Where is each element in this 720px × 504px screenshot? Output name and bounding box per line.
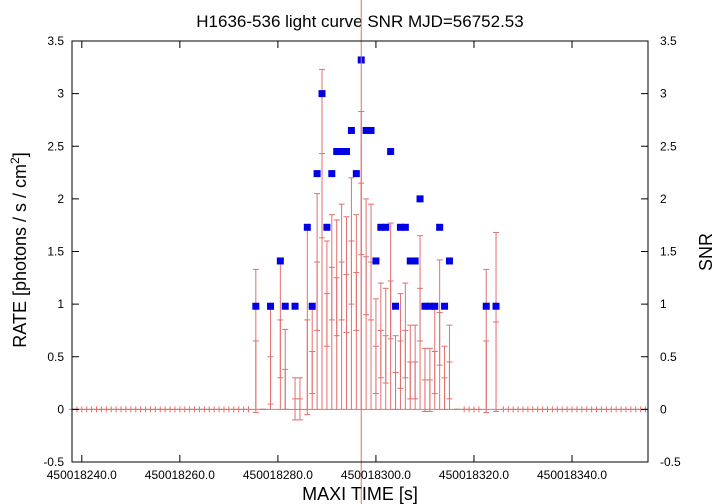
- snr-point: [347, 126, 355, 134]
- snr-point: [436, 223, 444, 231]
- x-tick-label: 450018300.0: [341, 468, 411, 482]
- snr-point: [421, 302, 429, 310]
- y-axis-label-superscript: 2: [8, 157, 22, 164]
- snr-point: [328, 170, 336, 178]
- snr-point: [441, 302, 449, 310]
- snr-point: [281, 302, 289, 310]
- snr-point: [445, 257, 453, 265]
- y-tick-label: 3: [57, 87, 64, 101]
- axis-ticks: 450018240.0 450018260.0 450018280.0 4500183…: [43, 34, 681, 482]
- x-tick-label: 450018320.0: [439, 468, 509, 482]
- y2-tick-label: 1: [660, 297, 667, 311]
- snr-point: [323, 223, 331, 231]
- y-tick-label: 1.5: [47, 245, 64, 259]
- chart-title: H1636-536 light curve SNR MJD=56752.53: [196, 12, 523, 31]
- x-tick-label: 450018240.0: [47, 468, 117, 482]
- y-axis-label: RATE [photons / s / cm2]: [8, 152, 30, 347]
- snr-point: [372, 257, 380, 265]
- snr-point: [482, 302, 490, 310]
- y2-tick-label: 3: [660, 87, 667, 101]
- snr-point: [338, 148, 346, 156]
- x-tick-label: 450018340.0: [537, 468, 607, 482]
- snr-point: [267, 302, 275, 310]
- snr-point: [377, 223, 385, 231]
- y-tick-label: 2.5: [47, 139, 64, 153]
- y-tick-label: 3.5: [47, 34, 64, 48]
- snr-point: [343, 148, 351, 156]
- y-tick-label: 1: [57, 297, 64, 311]
- snr-point: [352, 170, 360, 178]
- snr-point: [367, 126, 375, 134]
- x-axis-label: MAXI TIME [s]: [302, 484, 418, 504]
- y-tick-label: 2: [57, 192, 64, 206]
- snr-point: [416, 195, 424, 203]
- y2-tick-label: 2: [660, 192, 667, 206]
- snr-point: [411, 257, 419, 265]
- y2-tick-label: 0.5: [660, 350, 677, 364]
- snr-point: [313, 170, 321, 178]
- y-axis-label-end: ]: [10, 152, 30, 157]
- x-tick-label: 450018260.0: [145, 468, 215, 482]
- x-tick-label: 450018280.0: [243, 468, 313, 482]
- snr-point: [406, 257, 414, 265]
- snr-point: [291, 302, 299, 310]
- series-layer: [69, 56, 649, 421]
- snr-point: [303, 223, 311, 231]
- y2-axis-label: SNR: [696, 233, 716, 271]
- snr-point: [396, 223, 404, 231]
- y-tick-label: 0: [57, 402, 64, 416]
- y2-tick-label: 1.5: [660, 245, 677, 259]
- snr-point: [318, 90, 326, 98]
- y-tick-label: 0.5: [47, 350, 64, 364]
- snr-point: [308, 302, 316, 310]
- y-tick-label: -0.5: [43, 455, 64, 469]
- snr-point: [426, 302, 434, 310]
- y-axis-label-main: RATE [photons / s / cm: [10, 164, 30, 348]
- snr-point: [387, 148, 395, 156]
- snr-point: [401, 223, 409, 231]
- snr-point: [382, 223, 390, 231]
- snr-point: [276, 257, 284, 265]
- snr-point: [431, 302, 439, 310]
- y2-tick-label: 2.5: [660, 139, 677, 153]
- snr-point: [252, 302, 260, 310]
- snr-point: [333, 148, 341, 156]
- y2-tick-label: 0: [660, 402, 667, 416]
- snr-point: [392, 302, 400, 310]
- y2-tick-label: -0.5: [660, 455, 681, 469]
- snr-point: [362, 126, 370, 134]
- snr-point: [492, 302, 500, 310]
- y2-tick-label: 3.5: [660, 34, 677, 48]
